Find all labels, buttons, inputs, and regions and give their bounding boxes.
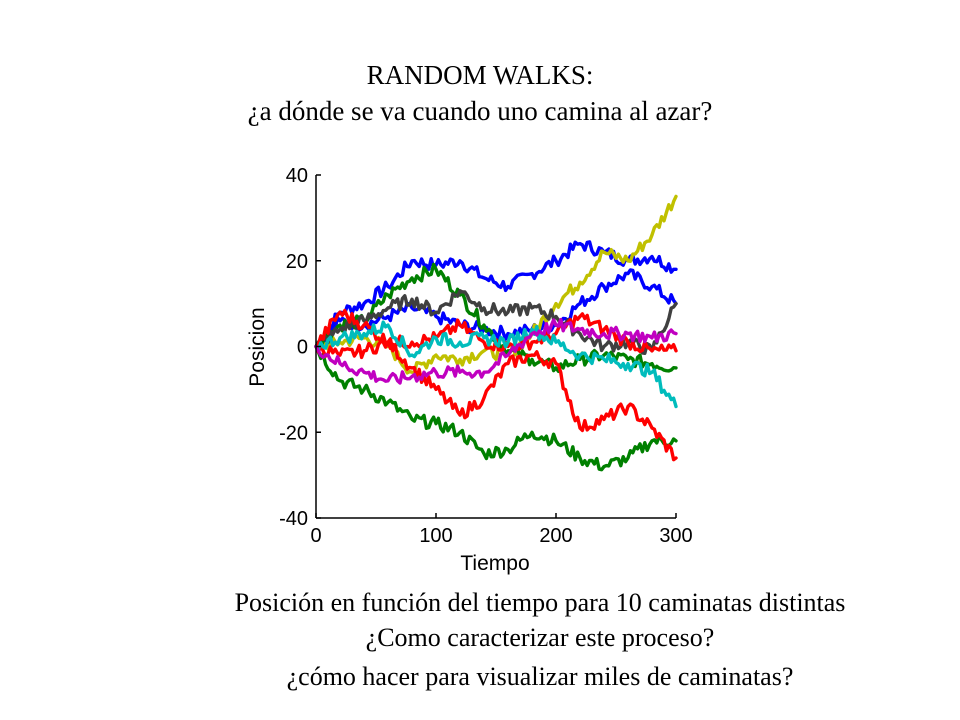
x-tick-label: 200 <box>539 525 572 547</box>
walk-series-line-3 <box>314 194 678 375</box>
walk-series-line-1 <box>314 240 678 349</box>
x-tick-label: 100 <box>419 525 452 547</box>
slide-title: RANDOM WALKS: <box>366 60 594 90</box>
caption-line-3: ¿cómo hacer para visualizar miles de cam… <box>286 662 794 691</box>
walk-series-line-10 <box>314 317 678 385</box>
walk-series-line-7 <box>314 337 678 462</box>
walk-series-line-2 <box>314 268 678 351</box>
x-tick-label: 0 <box>310 525 321 547</box>
walk-series-line-9 <box>314 320 678 409</box>
caption-line-2: ¿Como caracterizar este proceso? <box>365 623 715 652</box>
y-tick-label: -20 <box>279 422 308 444</box>
caption-line-1: Posición en función del tiempo para 10 c… <box>234 588 846 617</box>
y-axis-label: Posicion <box>246 307 269 386</box>
y-tick-label: 40 <box>286 165 308 187</box>
x-axis-label: Tiempo <box>460 552 529 575</box>
walk-series-line-5 <box>314 344 678 472</box>
y-tick-label: 0 <box>297 337 308 359</box>
slide-subtitle: ¿a dónde se va cuando uno camina al azar… <box>247 96 713 126</box>
x-tick-label: 300 <box>659 525 692 547</box>
walk-series-line-6 <box>314 289 678 355</box>
series-layer <box>314 194 678 472</box>
y-tick-label: -40 <box>279 508 308 530</box>
y-tick-label: 20 <box>286 251 308 273</box>
